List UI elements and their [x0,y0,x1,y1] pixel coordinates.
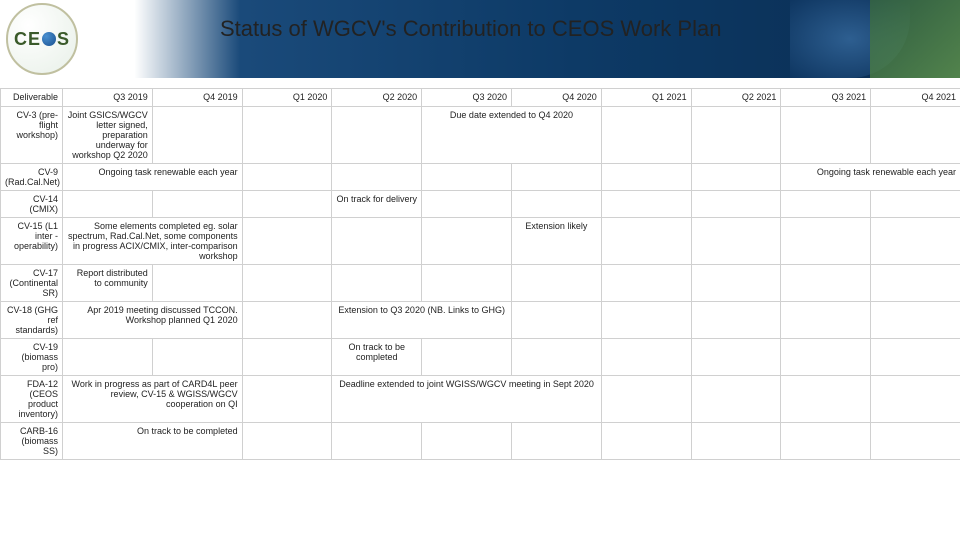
cell-label: CV-3 (pre-flight workshop) [1,107,63,164]
cell-content: On track to be completed [63,423,243,460]
col-q3-2021: Q3 2021 [781,89,871,107]
header-row: Deliverable Q3 2019 Q4 2019 Q1 2020 Q2 2… [1,89,960,107]
row-fda12: FDA-12 (CEOS product inventory) Work in … [1,376,960,423]
slide-header: CE S Status of WGCV's Contribution to CEO… [0,0,960,78]
cell-content: Some elements completed eg. solar spectr… [63,218,243,265]
cell-content: Joint GSICS/WGCV letter signed, preparat… [63,107,153,164]
logo-text-right: S [57,29,70,50]
cell-label: FDA-12 (CEOS product inventory) [1,376,63,423]
cell-content: Report distributed to community [63,265,153,302]
col-q2-2021: Q2 2021 [691,89,781,107]
status-table: Deliverable Q3 2019 Q4 2019 Q1 2020 Q2 2… [0,88,960,460]
row-cv3: CV-3 (pre-flight workshop) Joint GSICS/W… [1,107,960,164]
row-cv18: CV-18 (GHG ref standards) Apr 2019 meeti… [1,302,960,339]
cell-content: Ongoing task renewable each year [63,164,243,191]
col-q4-2021: Q4 2021 [871,89,960,107]
cell-label: CV-17 (Continental SR) [1,265,63,302]
cell-label: CV-14 (CMIX) [1,191,63,218]
cell-note: Extension likely [511,218,601,265]
cell-content: Apr 2019 meeting discussed TCCON. Worksh… [63,302,243,339]
cell-note: Deadline extended to joint WGISS/WGCV me… [332,376,601,423]
row-cv15: CV-15 (L1 inter -operability) Some eleme… [1,218,960,265]
slide-title: Status of WGCV's Contribution to CEOS Wo… [220,16,721,42]
col-q1-2021: Q1 2021 [601,89,691,107]
ceos-logo: CE S [6,3,78,75]
cell-note: On track for delivery [332,191,422,218]
cell-label: CARB-16 (biomass SS) [1,423,63,460]
col-q4-2020: Q4 2020 [511,89,601,107]
cell-note: Extension to Q3 2020 (NB. Links to GHG) [332,302,512,339]
col-q3-2019: Q3 2019 [63,89,153,107]
cell-label: CV-19 (biomass pro) [1,339,63,376]
cell-note: Due date extended to Q4 2020 [422,107,602,164]
row-cv17: CV-17 (Continental SR) Report distribute… [1,265,960,302]
row-cv9: CV-9 (Rad.Cal.Net) Ongoing task renewabl… [1,164,960,191]
row-cv19: CV-19 (biomass pro) On track to be compl… [1,339,960,376]
cell-label: CV-9 (Rad.Cal.Net) [1,164,63,191]
col-q1-2020: Q1 2020 [242,89,332,107]
cell-note: Ongoing task renewable each year [781,164,960,191]
logo-text-left: CE [14,29,41,50]
col-q2-2020: Q2 2020 [332,89,422,107]
cell-content: Work in progress as part of CARD4L peer … [63,376,243,423]
col-q4-2019: Q4 2019 [152,89,242,107]
status-grid: Deliverable Q3 2019 Q4 2019 Q1 2020 Q2 2… [0,88,960,460]
header-green-band [870,0,960,78]
globe-icon [42,32,56,46]
col-q3-2020: Q3 2020 [422,89,512,107]
row-carb16: CARB-16 (biomass SS) On track to be comp… [1,423,960,460]
row-cv14: CV-14 (CMIX) On track for delivery [1,191,960,218]
col-deliverable: Deliverable [1,89,63,107]
cell-label: CV-15 (L1 inter -operability) [1,218,63,265]
cell-note: On track to be completed [332,339,422,376]
cell-label: CV-18 (GHG ref standards) [1,302,63,339]
